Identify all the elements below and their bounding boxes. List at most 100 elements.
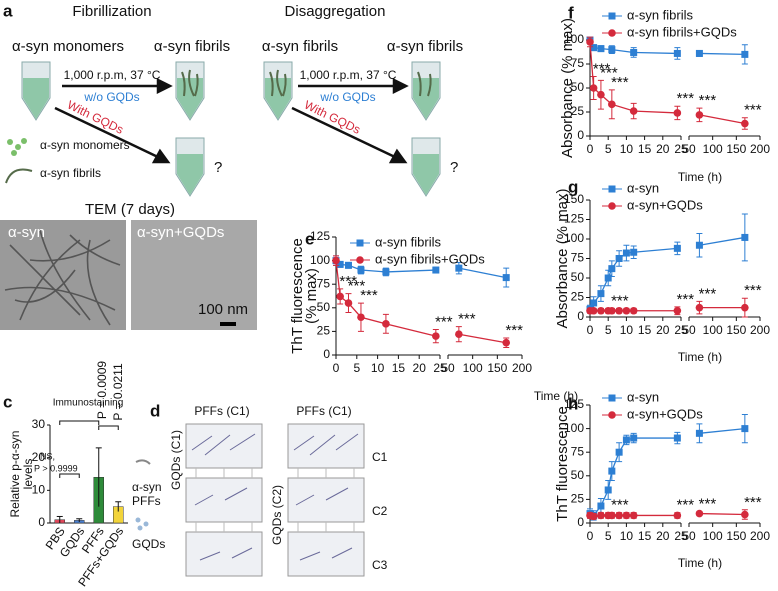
- error-cap: [630, 102, 637, 120]
- error-cap: [382, 313, 389, 334]
- error-cap: [608, 89, 615, 120]
- pff-icon: [135, 459, 151, 465]
- marker: [695, 241, 703, 249]
- marker: [589, 512, 598, 521]
- marker: [630, 48, 638, 56]
- chart-title: Immunostaining: [53, 398, 124, 409]
- y-tick-label: 0: [323, 347, 330, 361]
- x-tick-label: 100: [703, 529, 723, 543]
- marker: [357, 266, 365, 274]
- legend-label: α-syn fibrils+GQDs: [375, 251, 485, 266]
- annotation: ***: [593, 60, 611, 77]
- layer-label: C2: [372, 504, 388, 518]
- x-tick-label: 100: [703, 323, 723, 337]
- y-tick-label: 100: [564, 231, 584, 245]
- annotation: ***: [677, 90, 695, 107]
- y-tick-label: 125: [564, 397, 584, 411]
- x-axis-label: Time (h): [534, 389, 578, 403]
- error-cap: [345, 293, 352, 314]
- error-cap: [616, 250, 623, 267]
- error-cap: [455, 261, 462, 275]
- marker: [630, 434, 638, 442]
- side-label: GQDs (C2): [270, 485, 284, 545]
- marker: [741, 50, 749, 58]
- marker: [608, 46, 616, 54]
- label: α-syn fibrils: [387, 38, 463, 55]
- marker: [608, 467, 616, 475]
- error-cap: [696, 107, 703, 123]
- marker: [615, 448, 623, 456]
- panel-label: a: [3, 1, 13, 20]
- legend-label: α-syn fibrils+GQDs: [627, 24, 737, 39]
- header: PFFs (C1): [296, 404, 351, 418]
- y-tick-label: 125: [564, 212, 584, 226]
- error-cap: [741, 509, 748, 520]
- legend-label: GQDs: [132, 537, 165, 551]
- y-tick-label: 0: [577, 128, 584, 142]
- condition: 1,000 r.p.m, 37 °C: [300, 68, 397, 82]
- panel-d: d PFFs (C1) PFFs (C1) GQDs (C1) GQDs (C2…: [132, 401, 388, 577]
- marker: [344, 261, 352, 269]
- error-cap: [674, 241, 681, 256]
- annotation: P > 0.9999: [34, 463, 78, 473]
- x-tick-label: 0: [587, 529, 594, 543]
- marker: [622, 249, 630, 257]
- marker: [673, 49, 681, 57]
- fibril-icon: [5, 168, 33, 184]
- annotation: ***: [744, 102, 762, 119]
- annotation: ***: [677, 497, 695, 514]
- title: Disaggregation: [285, 3, 386, 20]
- panel-label: c: [3, 392, 12, 411]
- error-cap: [616, 442, 623, 463]
- marker: [741, 303, 749, 312]
- x-tick-label: 0: [587, 142, 594, 156]
- monomer-icon: [7, 138, 27, 156]
- x-tick-label: 15: [638, 323, 652, 337]
- x-tick-label: 150: [726, 529, 746, 543]
- marker: [629, 511, 638, 520]
- x-tick-label: 25: [674, 142, 688, 156]
- y-tick-label: 0: [577, 515, 584, 529]
- y-axis-label: levels: [21, 459, 35, 490]
- error-cap: [357, 265, 364, 275]
- x-tick-label: 20: [656, 323, 670, 337]
- x-tick-label: 0: [587, 323, 594, 337]
- x-tick-label: 20: [656, 142, 670, 156]
- neurons: [191, 433, 359, 561]
- error-cap: [503, 267, 510, 288]
- x-tick-label: 15: [638, 142, 652, 156]
- y-tick-label: 10: [32, 483, 46, 497]
- error-cap: [597, 79, 604, 110]
- legend-label: α-syn fibrils: [375, 234, 442, 249]
- marker: [597, 502, 605, 510]
- annotation: ***: [339, 273, 357, 290]
- marker: [597, 306, 605, 315]
- legend-marker: [608, 411, 616, 419]
- marker: [597, 45, 605, 53]
- y-tick-label: 0: [577, 309, 584, 323]
- marker: [673, 244, 681, 252]
- x-tick-label: 25: [674, 529, 688, 543]
- error-cap: [696, 300, 703, 315]
- x-tick-label: 20: [413, 361, 427, 375]
- error-cap: [333, 255, 339, 266]
- y-tick-label: 25: [571, 290, 585, 304]
- marker: [622, 306, 631, 315]
- y-tick-label: 75: [571, 56, 585, 70]
- error-cap: [382, 267, 389, 277]
- marker: [608, 306, 616, 315]
- y-tick-label: 75: [571, 251, 585, 265]
- y-tick-label: 100: [564, 32, 584, 46]
- series-line: [335, 260, 507, 344]
- annotation: NS,: [40, 451, 55, 461]
- annotation: ***: [744, 282, 762, 299]
- label: α-syn fibrils: [154, 38, 230, 55]
- fibrils: [181, 69, 432, 97]
- x-tick-label: 15: [392, 361, 406, 375]
- error-cap: [741, 213, 748, 262]
- y-tick-label: 75: [317, 276, 331, 290]
- gqd-icon: [135, 517, 149, 531]
- panel-label: g: [568, 177, 578, 196]
- x-tick-label: 100: [463, 361, 483, 375]
